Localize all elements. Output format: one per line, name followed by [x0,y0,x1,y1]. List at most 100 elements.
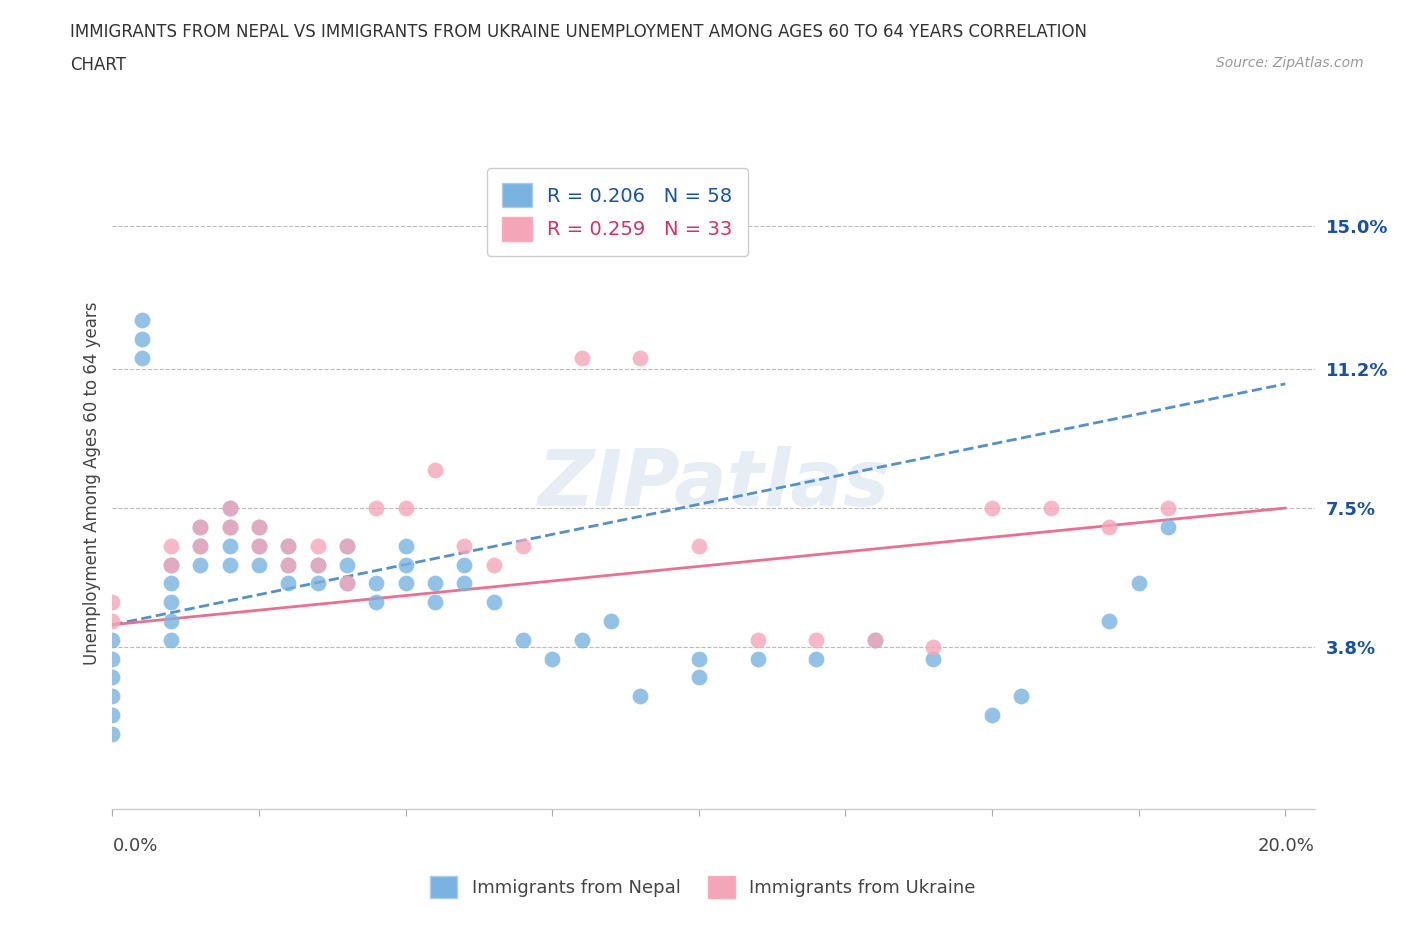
Point [218,500,240,515]
Point [366,576,388,591]
Point [863,632,886,647]
Point [101,614,124,629]
Point [277,557,299,572]
Point [247,557,270,572]
Point [571,350,593,365]
Text: 20.0%: 20.0% [1258,837,1315,855]
Point [922,640,945,655]
Point [131,350,153,365]
Point [218,500,240,515]
Point [277,576,299,591]
Legend: Immigrants from Nepal, Immigrants from Ukraine: Immigrants from Nepal, Immigrants from U… [422,867,984,907]
Point [160,576,183,591]
Legend: R = 0.206   N = 58, R = 0.259   N = 33: R = 0.206 N = 58, R = 0.259 N = 33 [486,167,748,256]
Point [336,576,359,591]
Point [1039,500,1062,515]
Point [101,670,124,684]
Point [541,651,564,666]
Point [307,557,329,572]
Point [190,520,212,535]
Point [1128,576,1150,591]
Point [1098,520,1121,535]
Point [160,538,183,553]
Point [688,651,710,666]
Point [336,538,359,553]
Point [628,350,651,365]
Point [101,708,124,723]
Point [600,614,623,629]
Point [804,632,827,647]
Point [453,557,475,572]
Point [1098,614,1121,629]
Point [804,651,827,666]
Point [336,538,359,553]
Point [512,538,534,553]
Point [482,557,505,572]
Point [863,632,886,647]
Point [160,594,183,609]
Point [160,557,183,572]
Point [366,500,388,515]
Point [307,538,329,553]
Point [395,500,418,515]
Text: ZIPatlas: ZIPatlas [537,445,890,522]
Point [395,557,418,572]
Point [1010,689,1032,704]
Point [423,576,446,591]
Y-axis label: Unemployment Among Ages 60 to 64 years: Unemployment Among Ages 60 to 64 years [83,302,101,665]
Point [190,538,212,553]
Text: IMMIGRANTS FROM NEPAL VS IMMIGRANTS FROM UKRAINE UNEMPLOYMENT AMONG AGES 60 TO 6: IMMIGRANTS FROM NEPAL VS IMMIGRANTS FROM… [70,23,1087,41]
Point [482,594,505,609]
Point [922,651,945,666]
Point [101,651,124,666]
Point [453,538,475,553]
Point [160,632,183,647]
Point [571,632,593,647]
Point [101,689,124,704]
Point [190,538,212,553]
Point [395,538,418,553]
Point [688,538,710,553]
Point [366,594,388,609]
Point [190,520,212,535]
Point [336,576,359,591]
Point [628,689,651,704]
Point [160,614,183,629]
Point [395,576,418,591]
Point [1157,500,1180,515]
Point [336,557,359,572]
Point [218,538,240,553]
Point [453,576,475,591]
Point [160,557,183,572]
Point [423,594,446,609]
Point [981,708,1004,723]
Point [307,557,329,572]
Point [247,538,270,553]
Point [307,576,329,591]
Point [277,557,299,572]
Point [512,632,534,647]
Point [688,670,710,684]
Point [277,538,299,553]
Point [101,594,124,609]
Point [190,557,212,572]
Point [101,632,124,647]
Text: 0.0%: 0.0% [112,837,157,855]
Point [131,331,153,346]
Point [218,520,240,535]
Point [247,520,270,535]
Point [747,632,769,647]
Point [747,651,769,666]
Point [247,538,270,553]
Point [131,312,153,327]
Point [247,520,270,535]
Point [981,500,1004,515]
Point [101,726,124,741]
Text: Source: ZipAtlas.com: Source: ZipAtlas.com [1216,56,1364,70]
Point [218,557,240,572]
Point [277,538,299,553]
Point [218,520,240,535]
Text: CHART: CHART [70,56,127,73]
Point [1157,520,1180,535]
Point [423,463,446,478]
